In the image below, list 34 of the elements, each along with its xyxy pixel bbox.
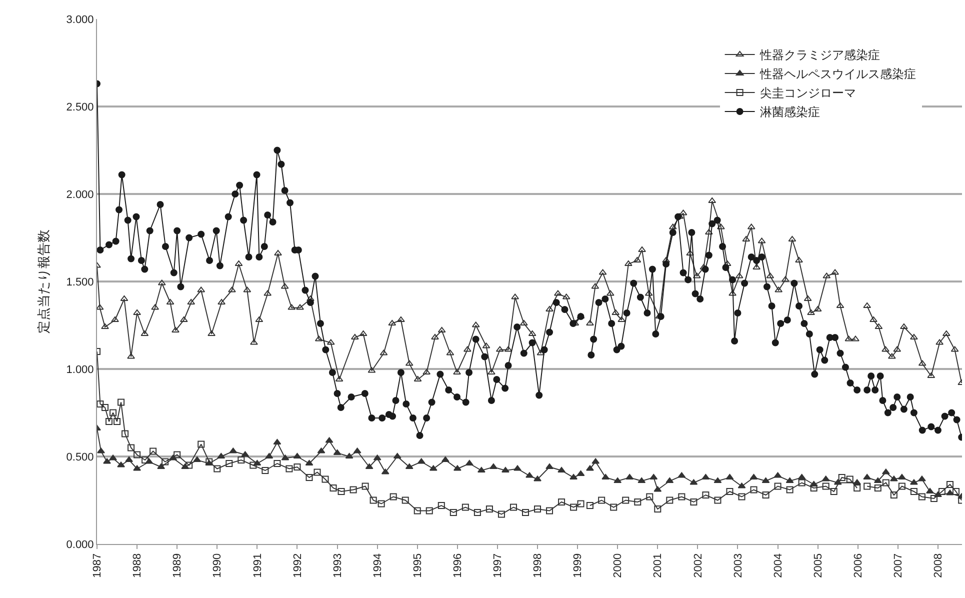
y-tick-label: 0.000 (66, 538, 94, 551)
y-tick-label: 3.000 (66, 14, 94, 26)
legend-label: 尖圭コンジローマ (760, 86, 856, 100)
y-tick-label: 1.000 (66, 364, 94, 376)
legend-label: 淋菌感染症 (760, 105, 820, 120)
x-tick-label: 2007 (892, 553, 905, 578)
x-tick-label: 1993 (332, 553, 344, 578)
x-tick-label: 1991 (252, 553, 264, 578)
x-tick-label: 2000 (612, 553, 624, 578)
legend-label: 性器クラミジア感染症 (758, 48, 880, 62)
x-tick-label: 2001 (652, 553, 664, 578)
x-tick-label: 1990 (212, 553, 224, 578)
x-tick-label: 2004 (772, 553, 784, 578)
x-tick-label: 2008 (932, 553, 945, 578)
x-tick-label: 2003 (732, 553, 744, 578)
y-tick-label: 2.500 (66, 101, 94, 114)
x-tick-label: 1989 (172, 553, 184, 578)
y-axis-title: 定点当たり報告数 (36, 230, 52, 334)
y-tick-label: 2.000 (66, 188, 94, 201)
x-tick-label: 1992 (292, 553, 304, 578)
x-tick-label: 1988 (132, 553, 144, 578)
x-tick-label: 1994 (372, 553, 384, 578)
x-tick-label: 1996 (452, 553, 464, 578)
x-tick-label: 2002 (692, 553, 704, 578)
x-tick-label: 1998 (532, 553, 544, 578)
x-tick-label: 2005 (812, 553, 824, 578)
legend-label: 性器ヘルペスウイルス感染症 (758, 67, 916, 82)
x-tick-label: 2006 (852, 553, 864, 578)
x-tick-label: 1995 (412, 553, 424, 578)
x-tick-label: 1999 (572, 553, 584, 578)
x-tick-label: 1987 (92, 553, 104, 578)
y-tick-label: 0.500 (66, 451, 94, 464)
y-tick-label: 1.500 (66, 276, 94, 288)
x-tick-label: 1997 (492, 553, 504, 578)
